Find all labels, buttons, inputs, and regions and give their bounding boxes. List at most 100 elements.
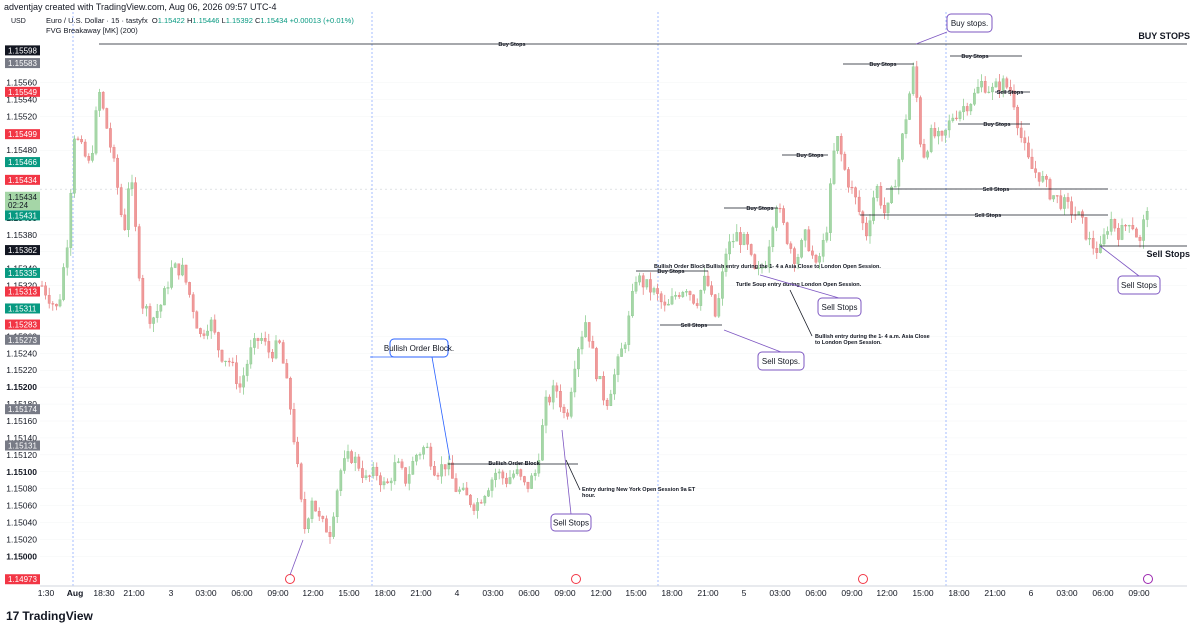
- candle-body: [857, 196, 861, 212]
- candle-body: [238, 383, 242, 388]
- candle-body: [821, 240, 825, 257]
- annotation-label: Sell Stops: [975, 213, 1002, 219]
- candle-body: [778, 207, 782, 210]
- y-tick-label: 1.15000: [6, 551, 37, 561]
- symbol-legend[interactable]: Euro / U.S. Dollar · 15 · tastyfx O1.154…: [46, 16, 354, 25]
- price-tag-value: 1.15598: [8, 46, 37, 55]
- candle-body: [562, 406, 566, 414]
- callout-pointer: [431, 356, 451, 461]
- candle-body: [1088, 238, 1091, 240]
- candle-body: [173, 263, 177, 268]
- x-tick-label: 18:30: [93, 588, 115, 598]
- candle-body: [1131, 225, 1135, 230]
- y-tick-label: 1.15480: [6, 145, 37, 155]
- callout-pointer: [565, 459, 581, 491]
- candle-body: [105, 108, 109, 129]
- candle-body: [602, 376, 605, 401]
- candle-body: [1023, 137, 1027, 144]
- price-tag: [5, 440, 40, 451]
- candle-body: [1005, 78, 1009, 88]
- candle-body: [1095, 248, 1099, 253]
- price-axis[interactable]: 1.15560 1.15540 1.15520 1.15480 1.15380 1.153…: [5, 45, 40, 585]
- candle-body: [933, 128, 937, 137]
- bullish-entry-asia-2-line1: Bullish entry during the 1- 4 a.m. Asia …: [815, 334, 930, 340]
- candle-body: [321, 516, 325, 519]
- candle-body: [886, 202, 890, 214]
- candle-body: [472, 504, 476, 511]
- candle-body: [674, 295, 677, 297]
- candle-body: [249, 347, 253, 365]
- candle-body: [123, 214, 127, 230]
- indicator-legend[interactable]: FVG Breakaway [MK] (200): [46, 26, 138, 35]
- price-tag: [5, 174, 40, 185]
- buy-stops-big-label: BUY STOPS: [1138, 31, 1190, 41]
- candle-body: [202, 333, 206, 336]
- candle-body: [980, 81, 983, 88]
- candle-body: [685, 291, 688, 293]
- candle-body: [217, 332, 220, 351]
- y-tick-label: 1.15320: [6, 281, 37, 291]
- candle-body: [195, 311, 199, 329]
- candle-body: [652, 288, 656, 293]
- time-axis[interactable]: 1:30 Aug 18:30 21:00 3 03:00 06:00 09:00 12:00 15…: [38, 585, 1187, 598]
- x-tick-label: 12:00: [876, 588, 898, 598]
- candle-body: [580, 336, 584, 350]
- candle-body: [829, 183, 832, 233]
- candle-body: [919, 97, 922, 145]
- candle-body: [382, 481, 386, 486]
- price-tag: [5, 200, 40, 211]
- price-tag-value: 1.15431: [8, 211, 37, 220]
- grid: [40, 82, 1187, 557]
- x-tick-label: 06:00: [1092, 588, 1114, 598]
- candle-body: [116, 157, 119, 188]
- candle-body: [703, 275, 706, 291]
- candle-body: [749, 244, 753, 255]
- y-tick-label: 1.15160: [6, 416, 37, 426]
- price-tag-value: 1.15549: [8, 88, 37, 97]
- candle-body: [983, 81, 987, 93]
- candle-body: [98, 92, 101, 111]
- annotation-label: Buy Stops: [796, 153, 823, 159]
- candle-body: [890, 186, 893, 204]
- x-tick-label: 15:00: [625, 588, 647, 598]
- price-tag-value: 02:24: [8, 201, 29, 210]
- candle-body: [451, 462, 454, 479]
- candle-body: [155, 311, 159, 318]
- candle-body: [328, 532, 332, 537]
- candle-body: [800, 240, 803, 258]
- candle-body: [692, 294, 695, 304]
- candle-body: [1077, 211, 1081, 216]
- candle-body: [209, 319, 213, 332]
- candle-body: [1059, 195, 1063, 209]
- y-tick-label: 1.15520: [6, 111, 37, 121]
- candle-body: [386, 481, 389, 484]
- ohlc-open-label: O: [151, 16, 158, 25]
- candle-body: [659, 293, 663, 303]
- candle-body: [1127, 225, 1131, 227]
- candle-body: [166, 287, 170, 289]
- us-flag-icon: [571, 574, 581, 584]
- candle-body: [299, 463, 303, 500]
- candle-body: [220, 349, 224, 362]
- candle-body: [926, 151, 929, 158]
- candle-body: [649, 279, 652, 293]
- candle-body: [875, 186, 879, 198]
- callout-pointer: [289, 539, 304, 576]
- candle-body: [191, 294, 195, 312]
- y-tick-label: 1.15020: [6, 534, 37, 544]
- candle-body: [519, 469, 523, 477]
- candle-body: [901, 133, 904, 160]
- bullish-entry-asia-label: Bullish entry during the 1- 4 a Asia Clo…: [706, 264, 881, 270]
- candle-body: [526, 481, 530, 489]
- annotation-label: Buy Stops: [961, 54, 988, 60]
- candle-body: [623, 344, 627, 349]
- price-tag-value: 1.15466: [8, 158, 37, 167]
- x-tick-label: 21:00: [697, 588, 719, 598]
- callout-buy-stops-box: [946, 13, 993, 33]
- candle-body: [681, 292, 685, 297]
- y-tick-label: 1.15040: [6, 518, 37, 528]
- annotation-label: Sell Stops: [983, 187, 1010, 193]
- candle-body: [177, 263, 181, 276]
- candle-body: [731, 241, 735, 243]
